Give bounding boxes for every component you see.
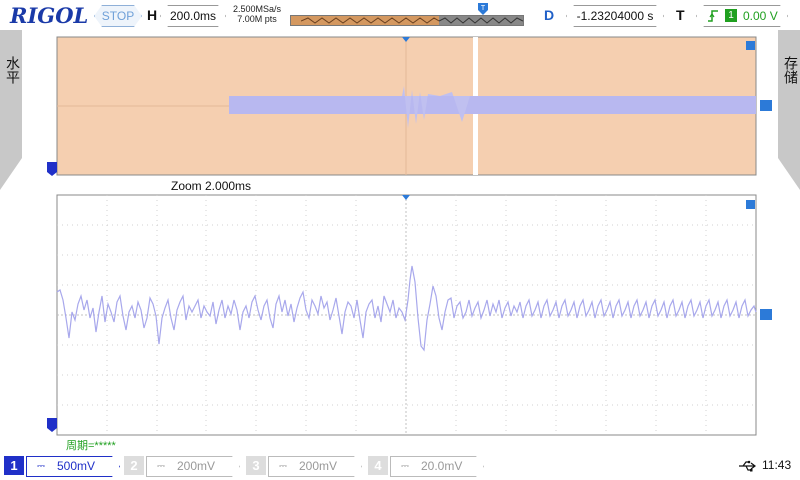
- storage-menu-tab[interactable]: 存储: [778, 30, 800, 190]
- overview-trigger-position-icon: [402, 37, 410, 42]
- storage-menu-label: 存储: [783, 56, 799, 84]
- zoom-trace: [56, 265, 757, 352]
- zoom-ch1-ground-icon[interactable]: [47, 418, 57, 432]
- zoom-trigger-level-icon[interactable]: [760, 309, 772, 320]
- trigger-label: T: [676, 7, 685, 23]
- memory-position-bar[interactable]: [290, 15, 524, 26]
- channel-1-tab[interactable]: 1 ⎓ 500mV: [4, 456, 120, 475]
- overview-trigger-level-icon[interactable]: [760, 100, 772, 111]
- channel-4-number: 4: [368, 456, 388, 475]
- channel-2-number: 2: [124, 456, 144, 475]
- channel-3-scale: 200mV: [299, 459, 338, 473]
- channel-2-scale: 200mV: [177, 459, 216, 473]
- channel-2-coupling-icon: ⎓: [157, 461, 165, 472]
- channel-1-number: 1: [4, 456, 24, 475]
- memory-fill: [291, 16, 439, 25]
- horizontal-label: H: [147, 7, 158, 23]
- zoom-timebase-label: Zoom 2.000ms: [171, 179, 252, 193]
- svg-text:T: T: [481, 5, 486, 12]
- channel-2-tab[interactable]: 2 ⎓ 200mV: [124, 456, 240, 475]
- memory-depth: 7.00M pts: [237, 14, 277, 24]
- rigol-logo: RIGOL: [10, 3, 89, 28]
- memory-wave-left: [301, 17, 439, 24]
- sample-rate: 2.500MSa/s: [232, 4, 282, 14]
- memory-trigger-marker-icon: T: [478, 3, 488, 15]
- delay-display[interactable]: -1.23204000 s: [566, 5, 664, 27]
- rising-edge-icon: [707, 9, 719, 23]
- usb-icon: [739, 460, 756, 472]
- channel-4-scale: 20.0mV: [421, 459, 463, 473]
- horizontal-menu-label: 水平: [5, 56, 21, 84]
- channel-4-settings: ⎓ 20.0mV: [390, 456, 484, 477]
- overview-trace: [229, 96, 756, 114]
- channel-3-tab[interactable]: 3 ⎓ 200mV: [246, 456, 362, 475]
- channel-4-coupling-icon: ⎓: [401, 461, 409, 472]
- run-stop-indicator[interactable]: STOP: [94, 5, 142, 27]
- trigger-level: 0.00 V: [743, 9, 778, 23]
- overview-ch1-ground-icon[interactable]: [47, 162, 57, 176]
- channel-3-coupling-icon: ⎓: [279, 461, 287, 472]
- zoom-trigger-position-icon: [402, 195, 410, 200]
- overview-burst: [402, 86, 470, 128]
- memory-wave: [439, 17, 523, 24]
- channel-3-number: 3: [246, 456, 266, 475]
- overview-trigger-flag-icon: [746, 41, 755, 50]
- sample-info: 2.500MSa/s 7.00M pts: [229, 4, 285, 24]
- zoom-trigger-flag-icon: [746, 200, 755, 209]
- channel-3-settings: ⎓ 200mV: [268, 456, 362, 477]
- trigger-display[interactable]: 1 0.00 V: [696, 5, 788, 27]
- channel-1-scale: 500mV: [57, 459, 96, 473]
- channel-4-tab[interactable]: 4 ⎓ 20.0mV: [368, 456, 484, 475]
- horizontal-menu-tab[interactable]: 水平: [0, 30, 22, 190]
- channel-2-settings: ⎓ 200mV: [146, 456, 240, 477]
- trigger-source-badge: 1: [725, 9, 737, 22]
- channel-1-settings: ⎓ 500mV: [26, 456, 120, 477]
- clock: 11:43: [762, 458, 792, 472]
- top-status-bar: RIGOL STOP H 200.0ms 2.500MSa/s 7.00M pt…: [0, 0, 800, 30]
- timebase-display[interactable]: 200.0ms: [160, 5, 226, 27]
- channel-1-coupling-icon: ⎓: [37, 461, 45, 472]
- delay-label: D: [544, 7, 555, 23]
- period-measurement: 周期=*****: [66, 440, 116, 452]
